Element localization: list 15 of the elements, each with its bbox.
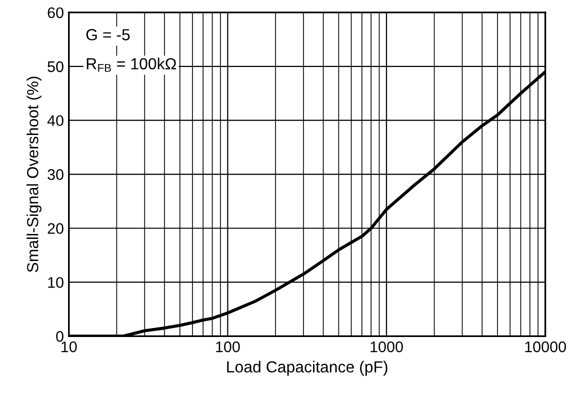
y-tick-label: 40 xyxy=(47,115,64,126)
x-tick-label: 100 xyxy=(216,341,240,352)
x-tick-label: 1000 xyxy=(370,341,403,352)
y-tick-label: 10 xyxy=(48,277,64,288)
y-tick-label: 20 xyxy=(48,223,64,234)
y-axis-title: Small-Signal Overshoot (%) xyxy=(26,76,42,272)
y-tick-label: 60 xyxy=(48,7,64,18)
annotation: R$_{FB}$ = 100kΩ xyxy=(86,58,176,72)
y-tick-label: 50 xyxy=(48,61,64,72)
x-tick-label: 10000 xyxy=(525,341,566,352)
y-tick-label: 30 xyxy=(48,169,64,180)
y-tick-label: 0 xyxy=(56,331,64,342)
annotation: G = -5 xyxy=(86,29,130,40)
x-tick-label: 10 xyxy=(62,341,77,352)
x-axis-title: Load Capacitance (pF) xyxy=(227,360,388,376)
